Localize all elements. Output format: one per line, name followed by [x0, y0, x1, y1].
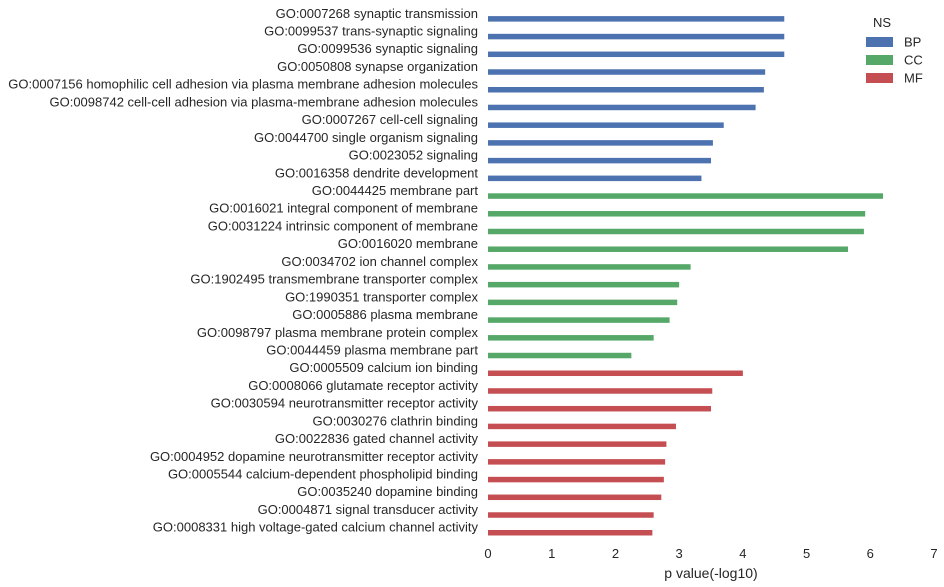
bar: [488, 335, 654, 341]
x-tick-label: 3: [676, 546, 683, 561]
bars-layer: [488, 16, 884, 536]
category-label: GO:0016020 membrane: [338, 236, 478, 251]
category-label: GO:0005544 calcium-dependent phospholipi…: [168, 467, 478, 482]
category-label: GO:1990351 transporter complex: [285, 289, 478, 304]
x-tick-label: 6: [867, 546, 874, 561]
category-label: GO:0030594 neurotransmitter receptor act…: [211, 396, 479, 411]
category-label: GO:0023052 signaling: [349, 148, 478, 163]
category-label: GO:0007268 synaptic transmission: [276, 6, 478, 21]
category-label: GO:0005886 plasma membrane: [292, 307, 478, 322]
legend-swatch: [866, 73, 893, 83]
category-label: GO:0098797 plasma membrane protein compl…: [197, 325, 479, 340]
x-axis-title: p value(-log10): [664, 565, 757, 581]
category-label: GO:0035240 dopamine binding: [297, 484, 478, 499]
legend-swatch: [866, 55, 893, 65]
bar: [488, 441, 667, 447]
x-tick-label: 4: [739, 546, 746, 561]
bar: [488, 16, 785, 22]
bar: [488, 211, 866, 217]
bar: [488, 512, 654, 518]
category-label: GO:0004952 dopamine neurotransmitter rec…: [150, 449, 479, 464]
bar: [488, 246, 848, 252]
bar: [488, 388, 713, 394]
legend-label: BP: [904, 35, 921, 50]
bar: [488, 352, 632, 359]
category-label: GO:0044425 membrane part: [312, 183, 479, 198]
category-label: GO:0022836 gated channel activity: [275, 431, 479, 446]
bar: [488, 86, 764, 93]
bar: [488, 140, 713, 146]
category-label: GO:0099537 trans-synaptic signaling: [264, 24, 478, 39]
category-label: GO:0098742 cell-cell adhesion via plasma…: [49, 94, 478, 109]
x-tick-label: 1: [548, 546, 555, 561]
category-label: GO:0099536 synaptic signaling: [297, 41, 478, 56]
bar: [488, 228, 864, 235]
category-label: GO:0044700 single organism signaling: [254, 130, 478, 145]
bar: [488, 69, 766, 75]
legend-label: CC: [904, 53, 923, 68]
category-label: GO:0007267 cell-cell signaling: [302, 112, 478, 127]
bar: [488, 370, 743, 377]
bar: [488, 122, 724, 128]
bar: [488, 51, 785, 58]
legend-label: MF: [904, 71, 923, 86]
bar: [488, 264, 691, 270]
category-label: GO:0016358 dendrite development: [275, 165, 478, 180]
bar: [488, 423, 676, 430]
bar: [488, 193, 884, 199]
category-label: GO:0005509 calcium ion binding: [289, 360, 478, 375]
legend-swatch: [866, 37, 893, 47]
bar: [488, 405, 711, 412]
category-label: GO:1902495 transmembrane transporter com…: [190, 272, 478, 287]
category-label: GO:0004871 signal transducer activity: [258, 502, 479, 517]
x-tick-label: 2: [612, 546, 619, 561]
bar: [488, 157, 711, 164]
category-label: GO:0030276 clathrin binding: [312, 413, 478, 428]
bar: [488, 459, 666, 465]
bar: [488, 299, 678, 306]
x-tick-label: 0: [484, 546, 491, 561]
x-axis: 0 1 2 3 4 5 6 7: [484, 546, 937, 561]
legend: NS BP CC MF: [866, 15, 923, 86]
bar: [488, 175, 702, 182]
bar: [488, 104, 756, 111]
bar: [488, 494, 662, 501]
category-label: GO:0044459 plasma membrane part: [266, 342, 478, 357]
category-label: GO:0031224 intrinsic component of membra…: [208, 218, 478, 233]
bar: [488, 476, 664, 483]
category-labels-layer: GO:0007268 synaptic transmission GO:00995…: [8, 6, 478, 535]
x-tick-label: 5: [803, 546, 810, 561]
category-label: GO:0008331 high voltage-gated calcium ch…: [153, 520, 479, 535]
legend-title: NS: [873, 15, 891, 30]
bar: [488, 33, 785, 40]
category-label: GO:0007156 homophilic cell adhesion via …: [8, 77, 478, 92]
category-label: GO:0050808 synapse organization: [277, 59, 478, 74]
category-label: GO:0016021 integral component of membran…: [209, 201, 478, 216]
bar: [488, 317, 670, 323]
bar: [488, 281, 680, 288]
x-tick-label: 7: [930, 546, 937, 561]
category-label: GO:0034702 ion channel complex: [281, 254, 478, 269]
bar: [488, 529, 653, 536]
category-label: GO:0008066 glutamate receptor activity: [248, 378, 478, 393]
